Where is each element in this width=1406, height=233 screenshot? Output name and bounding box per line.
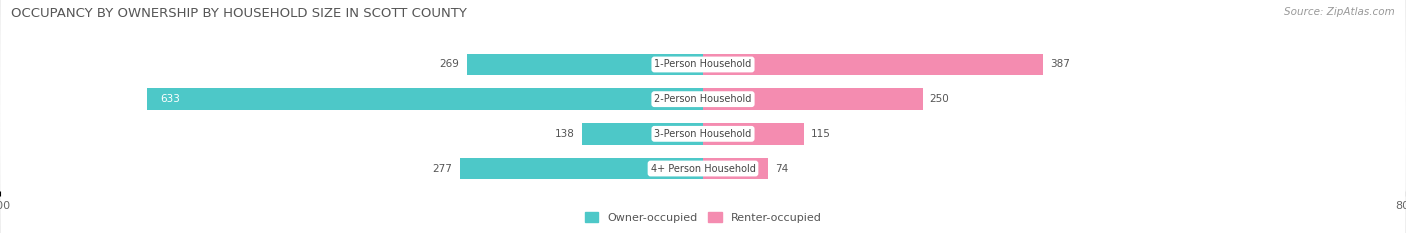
Bar	[703, 88, 922, 110]
Bar	[467, 54, 703, 75]
Text: 387: 387	[1050, 59, 1070, 69]
Text: 3-Person Household: 3-Person Household	[654, 129, 752, 139]
Text: OCCUPANCY BY OWNERSHIP BY HOUSEHOLD SIZE IN SCOTT COUNTY: OCCUPANCY BY OWNERSHIP BY HOUSEHOLD SIZE…	[11, 7, 467, 20]
Bar	[703, 123, 804, 145]
Text: 269: 269	[440, 59, 460, 69]
Bar	[703, 54, 1043, 75]
Bar	[460, 158, 703, 179]
Legend: Owner-occupied, Renter-occupied: Owner-occupied, Renter-occupied	[581, 208, 825, 227]
Text: 277: 277	[433, 164, 453, 174]
Text: 633: 633	[160, 94, 180, 104]
Bar	[703, 158, 768, 179]
Text: 250: 250	[929, 94, 949, 104]
Text: 115: 115	[811, 129, 831, 139]
Bar	[146, 88, 703, 110]
Text: 4+ Person Household: 4+ Person Household	[651, 164, 755, 174]
Text: 74: 74	[775, 164, 789, 174]
Text: 1-Person Household: 1-Person Household	[654, 59, 752, 69]
Text: Source: ZipAtlas.com: Source: ZipAtlas.com	[1284, 7, 1395, 17]
Text: 2-Person Household: 2-Person Household	[654, 94, 752, 104]
Text: 138: 138	[555, 129, 575, 139]
Bar	[582, 123, 703, 145]
